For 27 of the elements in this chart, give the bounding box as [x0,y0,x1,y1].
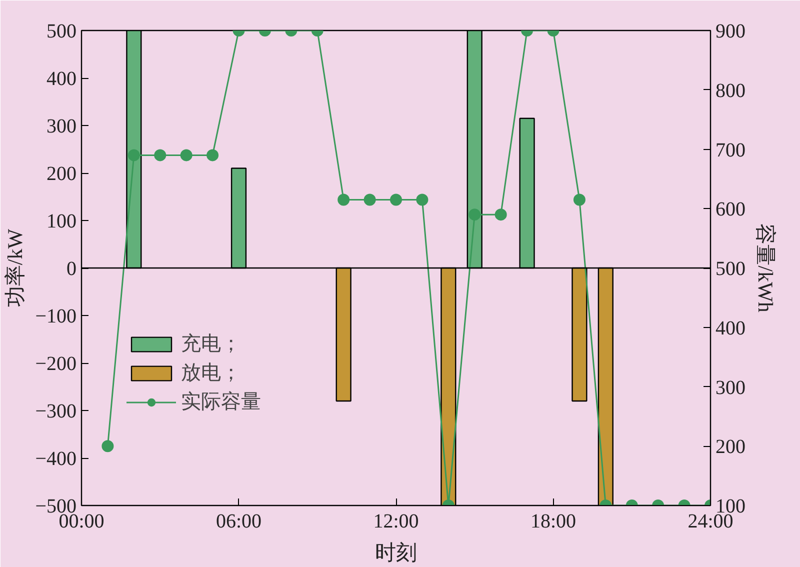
y-tick-label: −200 [35,353,76,375]
y2-tick-label: 300 [716,376,746,399]
y2-tick-label: 500 [716,258,746,280]
y2-tick-label: 800 [716,80,746,102]
y2-tick-label: 900 [716,20,746,42]
y-tick-label: 400 [46,68,76,90]
x-tick-label: 06:00 [216,510,262,532]
y2-tick-label: 700 [716,139,746,162]
x-tick-label: 18:00 [530,510,576,532]
y-tick-label: −400 [35,448,76,470]
y2-tick-label: 400 [716,317,746,340]
y-tick-label: 300 [46,116,76,138]
y-tick-label: −100 [35,306,76,328]
legend-label: 放电； [181,361,241,386]
y-tick-label: 0 [66,258,76,280]
legend-label: 实际容量 [181,390,261,415]
y-tick-label: −300 [35,400,76,422]
y2-axis-title: 容量/kWh [754,224,778,313]
legend-label: 充电； [181,332,241,357]
y2-tick-label: 200 [716,436,746,458]
y-tick-label: 200 [46,163,76,185]
x-tick-label: 12:00 [373,510,419,532]
y-tick-label: 500 [46,20,76,42]
x-axis-title: 时刻 [375,540,417,564]
y-axis-title: 功率/kW [3,228,28,308]
y2-tick-label: 600 [716,198,746,221]
y-tick-label: 100 [46,210,76,232]
